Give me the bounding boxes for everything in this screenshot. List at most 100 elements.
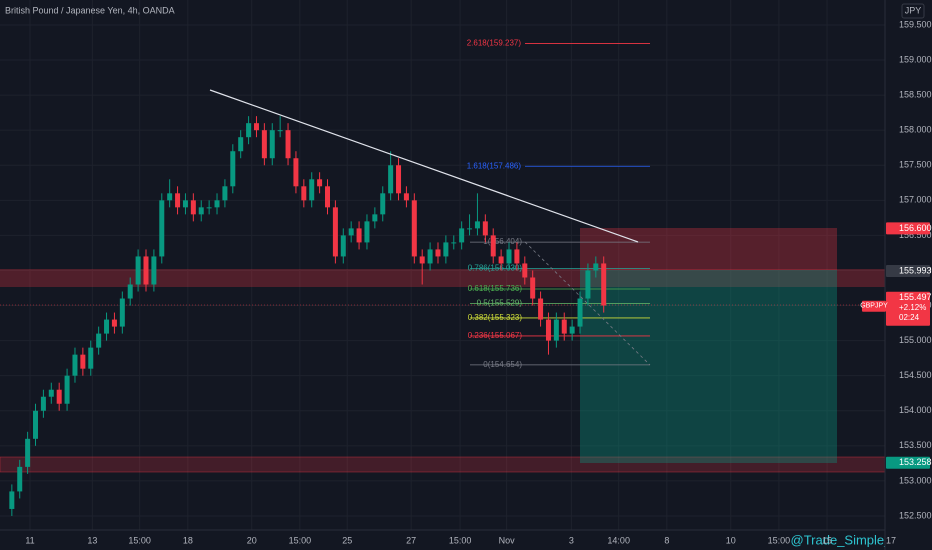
candle-body <box>277 130 283 132</box>
candle-body <box>325 186 331 208</box>
price-label: 153.258 <box>899 457 932 467</box>
candle-body <box>127 284 133 299</box>
candle-body <box>261 130 267 159</box>
target-zone <box>580 270 837 463</box>
change: +2.12% <box>899 303 926 312</box>
x-tick-label: 25 <box>342 535 352 545</box>
x-tick-label: 8 <box>664 535 669 545</box>
candle-body <box>104 319 110 334</box>
fib-retracement: 2.618(159.237) 1.618(157.486) 1(156.404) 0.… <box>467 39 650 369</box>
current-price-box <box>886 291 930 326</box>
candle-body <box>435 249 441 257</box>
candle-body <box>198 207 204 215</box>
x-tick-label: 15:00 <box>449 535 472 545</box>
y-tick-label: 159.500 <box>899 19 932 29</box>
y-tick-label: 158.500 <box>899 89 932 99</box>
candle-body <box>427 249 433 264</box>
candle-body <box>48 389 54 397</box>
fib-label: 1(156.404) <box>483 237 522 246</box>
x-tick-label: 3 <box>569 535 574 545</box>
currency[interactable]: JPY <box>905 5 922 15</box>
candle-body <box>285 130 291 159</box>
y-tick-label: 157.500 <box>899 160 932 170</box>
y-tick-label: 154.500 <box>899 370 932 380</box>
candle-body <box>301 186 307 201</box>
candle-body <box>538 298 544 320</box>
candle-body <box>490 235 496 257</box>
candle-body <box>56 389 62 404</box>
x-tick-label: 27 <box>406 535 416 545</box>
stop-zone <box>580 228 837 270</box>
x-tick-label: 17 <box>886 535 896 545</box>
y-tick-label: 156.500 <box>899 230 932 240</box>
currency-box[interactable] <box>901 3 925 19</box>
candle-body <box>403 193 409 201</box>
candle-body <box>88 347 94 369</box>
candle-body <box>33 410 39 439</box>
fib-label: 0.382(155.323) <box>468 313 523 322</box>
candle-body <box>222 186 228 201</box>
candle-body <box>269 130 275 159</box>
candle-body <box>340 235 346 257</box>
candle-body <box>585 270 591 299</box>
price-label: 155.993 <box>899 265 932 275</box>
candle-body <box>253 123 259 131</box>
candle-body <box>25 438 31 467</box>
candle-body <box>593 263 599 271</box>
candle-body <box>246 123 252 138</box>
watermark: @Trade_Simple_FX <box>791 532 909 547</box>
x-tick-label: 15:00 <box>768 535 791 545</box>
x-tick-label: 10 <box>726 535 736 545</box>
candle-body <box>40 396 46 411</box>
candle-body <box>182 200 188 208</box>
candle-body <box>348 228 354 236</box>
fib-label: 0.786(156.030) <box>468 263 523 272</box>
candle-body <box>482 221 488 236</box>
y-tick-label: 153.500 <box>899 440 932 450</box>
candle-body <box>190 200 196 215</box>
x-tick-label: 15 <box>822 535 832 545</box>
candle-body <box>372 214 378 222</box>
price-label-box <box>886 222 930 235</box>
x-tick-label: 13 <box>87 535 97 545</box>
candle-body <box>238 137 244 152</box>
x-tick-label: 11 <box>25 535 34 545</box>
candle-body <box>474 221 480 229</box>
y-tick-label: 158.000 <box>899 125 932 135</box>
candle-body <box>206 207 212 209</box>
candle-body <box>72 354 78 376</box>
countdown: 02:24 <box>899 313 920 322</box>
candle-body <box>569 326 575 334</box>
candle-body <box>119 298 125 327</box>
fib-label: 0.618(155.736) <box>468 284 523 293</box>
candle-body <box>230 151 236 187</box>
x-tick-label: Nov <box>499 535 516 545</box>
candle-body <box>451 242 457 244</box>
candle-body <box>167 193 173 201</box>
candle-body <box>530 277 536 299</box>
fib-label: 0.236(155.067) <box>468 331 523 340</box>
candle-body <box>380 193 386 215</box>
candle-body <box>419 256 425 264</box>
candle-body <box>111 319 117 327</box>
axis-labels: 152.500 153.000 153.500 154.000 154.500 155.0… <box>25 19 931 545</box>
candle-body <box>459 228 465 243</box>
price-label-box <box>886 456 930 469</box>
chart-title: British Pound / Japanese Yen, 4h, OANDA <box>5 5 175 15</box>
candle-body <box>506 249 512 264</box>
fib-label: 2.618(159.237) <box>467 39 522 48</box>
candle-body <box>396 165 402 194</box>
candle-body <box>545 319 551 341</box>
candles <box>9 116 607 516</box>
candle-body <box>135 256 141 285</box>
symbol-box <box>862 300 886 312</box>
candle-body <box>96 333 102 348</box>
candle-body <box>17 466 23 492</box>
candle-body <box>317 179 323 187</box>
candle-body <box>175 193 181 208</box>
candle-body <box>214 200 220 208</box>
candle-body <box>443 242 449 257</box>
x-tick-label: 15:00 <box>128 535 151 545</box>
